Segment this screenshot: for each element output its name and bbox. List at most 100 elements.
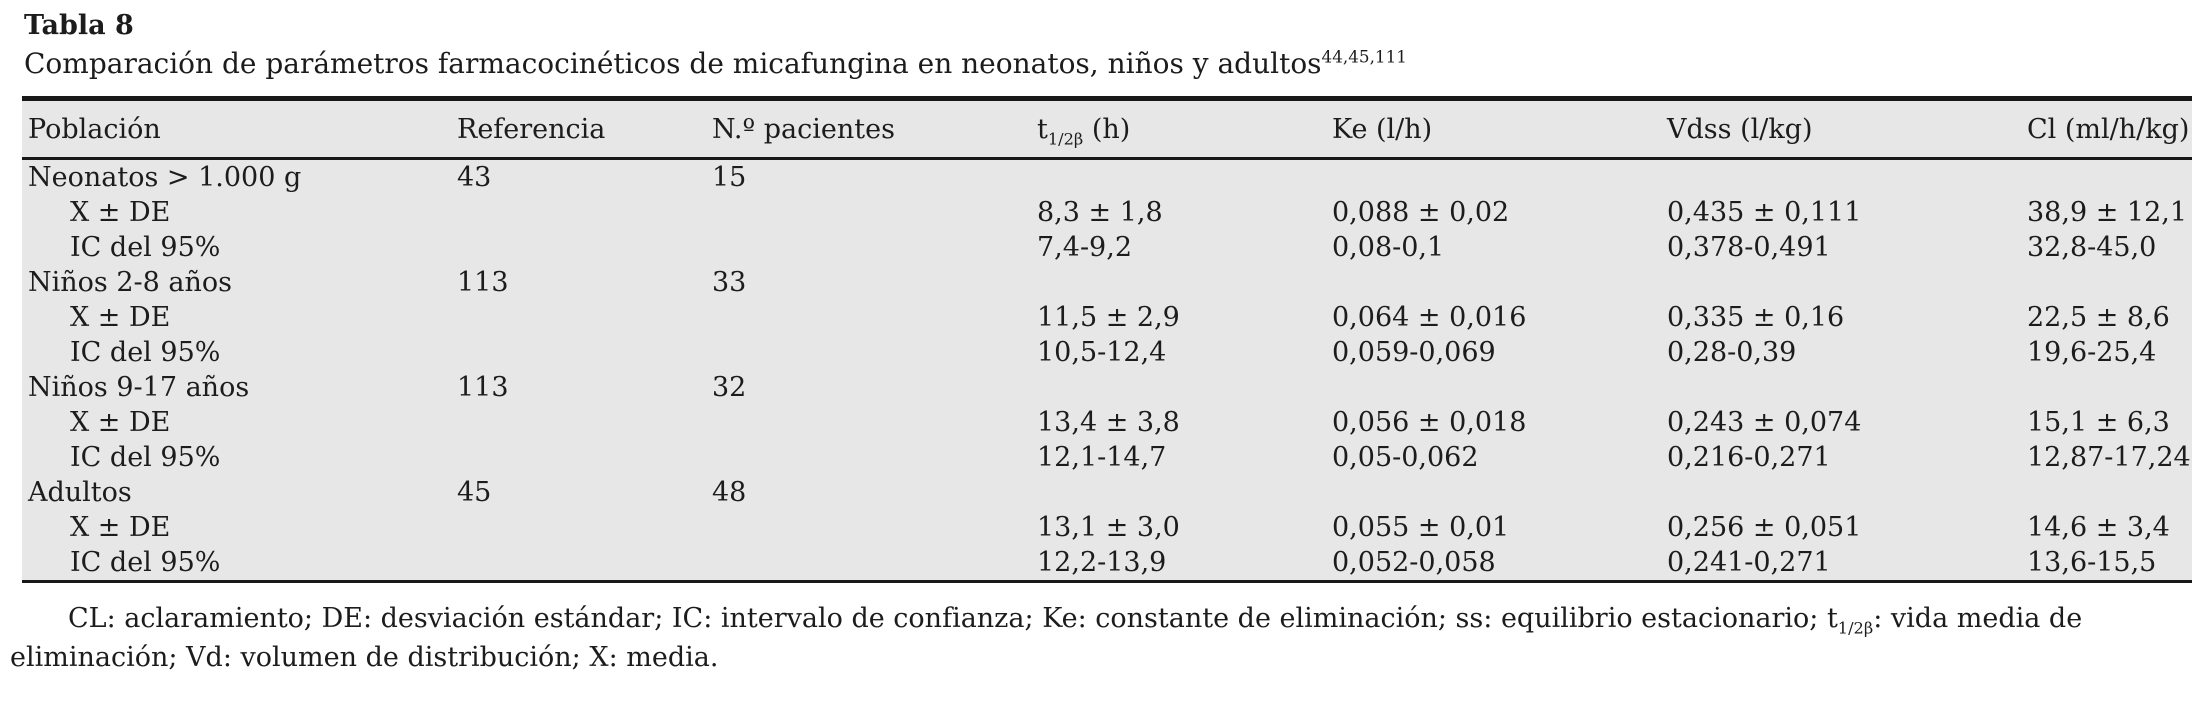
value-cell xyxy=(1037,265,1332,300)
value-cell xyxy=(1332,370,1667,405)
row-label-cell: IC del 95% xyxy=(70,337,221,368)
value-cell xyxy=(1332,265,1667,300)
row-label-cell: Niños 9-17 años xyxy=(28,372,250,403)
value-cell: 43 xyxy=(457,162,492,193)
value-cell: 0,08-0,1 xyxy=(1332,232,1445,263)
value-cell xyxy=(1667,159,2027,196)
value-cell: 0,256 ± 0,051 xyxy=(1667,512,1862,543)
ci95-row: IC del 95% 12,2-13,9 0,052-0,058 0,241-0,27… xyxy=(22,545,2192,582)
value-cell: 32,8-45,0 xyxy=(2027,232,2157,263)
table-caption-block: Tabla 8 Comparación de parámetros farmac… xyxy=(0,0,2200,82)
value-cell: 0,243 ± 0,074 xyxy=(1667,407,1862,438)
value-cell xyxy=(1332,159,1667,196)
value-cell xyxy=(1037,370,1332,405)
value-cell: 12,1-14,7 xyxy=(1037,442,1167,473)
row-label-cell: X ± DE xyxy=(70,407,171,438)
value-cell: 11,5 ± 2,9 xyxy=(1037,302,1180,333)
value-cell xyxy=(712,335,1037,370)
footnote-t-base: t xyxy=(1826,603,1838,634)
value-cell: 113 xyxy=(457,267,509,298)
value-cell: 45 xyxy=(457,477,492,508)
value-cell: 113 xyxy=(457,372,509,403)
col-header-t-half: t1/2β (h) xyxy=(1037,98,1332,160)
footnote-part1: CL: aclaramiento; DE: desviación estánda… xyxy=(68,603,1827,634)
value-cell: 38,9 ± 12,1 xyxy=(2027,197,2188,228)
value-cell xyxy=(712,195,1037,230)
value-cell: 0,052-0,058 xyxy=(1332,547,1496,578)
table-caption-text: Comparación de parámetros farmacocinétic… xyxy=(24,47,1322,80)
value-cell: 22,5 ± 8,6 xyxy=(2027,302,2170,333)
value-cell xyxy=(712,510,1037,545)
value-cell: 0,059-0,069 xyxy=(1332,337,1496,368)
t-half-unit: (h) xyxy=(1083,114,1131,145)
value-cell: 14,6 ± 3,4 xyxy=(2027,512,2170,543)
value-cell xyxy=(457,405,712,440)
row-label-cell: Neonatos > 1.000 g xyxy=(28,162,302,193)
value-cell xyxy=(2027,159,2192,196)
value-cell: 0,064 ± 0,016 xyxy=(1332,302,1527,333)
value-cell: 12,87-17,24 xyxy=(2027,442,2191,473)
mean-row: X ± DE 11,5 ± 2,9 0,064 ± 0,016 0,335 ± 0,1… xyxy=(22,300,2192,335)
value-cell xyxy=(712,300,1037,335)
value-cell xyxy=(2027,265,2192,300)
value-cell: 0,088 ± 0,02 xyxy=(1332,197,1510,228)
footnote-t-subscript: 1/2β xyxy=(1837,618,1874,638)
value-cell: 0,056 ± 0,018 xyxy=(1332,407,1527,438)
pk-parameters-table: Población Referencia N.º pacientes t1/2β… xyxy=(22,96,2192,583)
value-cell xyxy=(457,335,712,370)
value-cell: 0,055 ± 0,01 xyxy=(1332,512,1510,543)
ci95-row: IC del 95% 10,5-12,4 0,059-0,069 0,28-0,39 1… xyxy=(22,335,2192,370)
row-label-cell: X ± DE xyxy=(70,512,171,543)
value-cell xyxy=(1667,475,2027,510)
mean-row: X ± DE 8,3 ± 1,8 0,088 ± 0,02 0,435 ± 0,111… xyxy=(22,195,2192,230)
group-row: Niños 9-17 años 113 32 xyxy=(22,370,2192,405)
value-cell: 7,4-9,2 xyxy=(1037,232,1133,263)
value-cell xyxy=(1667,370,2027,405)
value-cell xyxy=(2027,475,2192,510)
value-cell: 15 xyxy=(712,162,747,193)
table-caption: Comparación de parámetros farmacocinétic… xyxy=(24,46,2200,82)
row-label-cell: X ± DE xyxy=(70,302,171,333)
ci95-row: IC del 95% 7,4-9,2 0,08-0,1 0,378-0,491 32,8… xyxy=(22,230,2192,265)
t-half-base: t xyxy=(1037,114,1048,145)
value-cell xyxy=(457,545,712,582)
value-cell xyxy=(457,510,712,545)
row-label-cell: IC del 95% xyxy=(70,547,221,578)
mean-row: X ± DE 13,4 ± 3,8 0,056 ± 0,018 0,243 ± 0,0… xyxy=(22,405,2192,440)
value-cell xyxy=(457,300,712,335)
value-cell: 13,1 ± 3,0 xyxy=(1037,512,1180,543)
value-cell: 0,05-0,062 xyxy=(1332,442,1479,473)
footnote-part2: : vida media de eliminación; Vd: volumen… xyxy=(10,603,2083,673)
value-cell: 32 xyxy=(712,372,747,403)
value-cell: 12,2-13,9 xyxy=(1037,547,1167,578)
value-cell: 19,6-25,4 xyxy=(2027,337,2157,368)
value-cell xyxy=(457,440,712,475)
value-cell: 13,4 ± 3,8 xyxy=(1037,407,1180,438)
table-label: Tabla 8 xyxy=(24,10,134,41)
value-cell: 48 xyxy=(712,477,747,508)
col-header-poblacion: Población xyxy=(22,98,457,160)
col-header-referencia: Referencia xyxy=(457,98,712,160)
value-cell: 0,435 ± 0,111 xyxy=(1667,197,1862,228)
value-cell xyxy=(457,195,712,230)
value-cell: 10,5-12,4 xyxy=(1037,337,1167,368)
value-cell xyxy=(712,230,1037,265)
value-cell xyxy=(1332,475,1667,510)
group-row: Niños 2-8 años 113 33 xyxy=(22,265,2192,300)
value-cell: 0,28-0,39 xyxy=(1667,337,1797,368)
col-header-cl: Cl (ml/h/kg) xyxy=(2027,98,2192,160)
col-header-ke: Ke (l/h) xyxy=(1332,98,1667,160)
value-cell xyxy=(712,545,1037,582)
value-cell: 0,378-0,491 xyxy=(1667,232,1831,263)
row-label-cell: Adultos xyxy=(28,477,132,508)
col-header-n-pacientes: N.º pacientes xyxy=(712,98,1037,160)
value-cell xyxy=(457,230,712,265)
value-cell: 8,3 ± 1,8 xyxy=(1037,197,1163,228)
header-row: Población Referencia N.º pacientes t1/2β… xyxy=(22,98,2192,160)
value-cell xyxy=(1037,159,1332,196)
mean-row: X ± DE 13,1 ± 3,0 0,055 ± 0,01 0,256 ± 0,05… xyxy=(22,510,2192,545)
value-cell: 0,216-0,271 xyxy=(1667,442,1831,473)
col-header-vdss: Vdss (l/kg) xyxy=(1667,98,2027,160)
value-cell: 13,6-15,5 xyxy=(2027,547,2157,578)
